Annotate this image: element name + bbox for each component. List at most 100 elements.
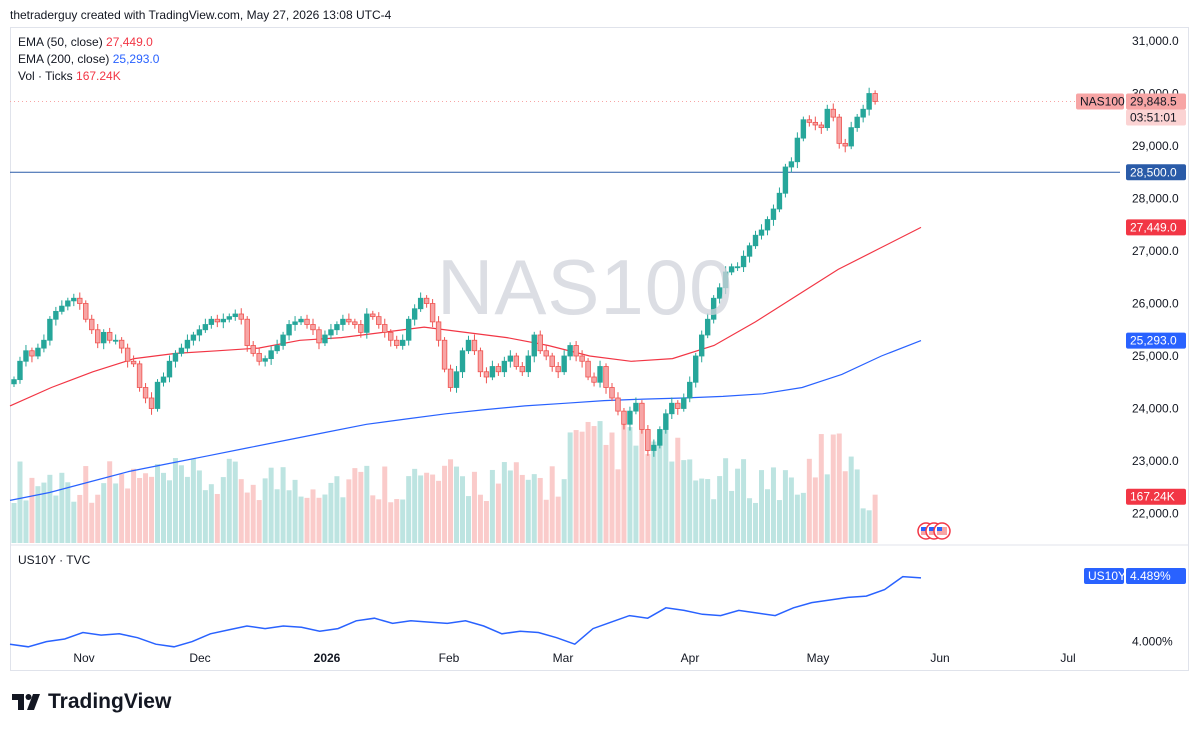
volume-bar	[830, 434, 836, 543]
candle-body	[645, 429, 651, 451]
volume-bar	[711, 499, 717, 543]
candle-body	[286, 324, 292, 336]
volume-bar	[465, 496, 471, 543]
volume-bar	[304, 497, 310, 543]
volume-bar	[573, 430, 579, 543]
candle-body	[836, 116, 842, 144]
chart-attribution: thetraderguy created with TradingView.co…	[10, 8, 392, 22]
volume-bar	[591, 426, 597, 543]
candle-body	[824, 108, 830, 129]
volume-bar	[178, 465, 184, 543]
candle-body	[854, 116, 860, 129]
tradingview-logo[interactable]: TradingView	[12, 690, 171, 714]
candle-body	[370, 313, 376, 318]
candle-body	[441, 339, 448, 370]
candle-body	[47, 318, 53, 341]
y-tick-label: 23,000.0	[1132, 454, 1179, 468]
last-price-badge-text: 29,848.5	[1130, 94, 1177, 108]
candle-body	[310, 324, 316, 331]
price-badge-3[interactable]: 25,293.0	[1126, 332, 1186, 349]
candle-body	[651, 444, 657, 451]
volume-bar	[23, 500, 29, 543]
candle-body	[71, 297, 77, 302]
volume-bar	[184, 476, 190, 543]
volume-bar	[519, 474, 525, 543]
volume-bar	[561, 479, 567, 543]
candle-body	[124, 347, 131, 362]
candle-body	[800, 119, 807, 139]
volume-bar	[603, 444, 609, 543]
volume-bar	[418, 475, 424, 543]
candle-body	[274, 345, 280, 352]
price-badge-1-bg	[1126, 164, 1186, 181]
candle-body	[740, 255, 747, 268]
candle-body	[681, 397, 687, 409]
countdown-badge[interactable]: 03:51:01	[1126, 109, 1186, 126]
volume-bar	[866, 510, 872, 543]
symbol-badge-text: NAS100	[1080, 94, 1125, 108]
volume-bar	[400, 499, 406, 543]
candle-body	[29, 350, 35, 357]
candle-body	[597, 366, 603, 383]
volume-bar	[316, 497, 322, 543]
last-price-badge[interactable]: 29,848.5	[1126, 93, 1186, 110]
volume-bar	[471, 471, 477, 543]
legend-vol-value: 167.24K	[76, 69, 121, 83]
candle-body	[202, 324, 209, 331]
us10y-value-badge[interactable]: 4.489%	[1126, 568, 1186, 584]
volume-bar	[95, 494, 101, 543]
price-badge-2[interactable]: 27,449.0	[1126, 219, 1186, 236]
candle-body	[106, 331, 113, 341]
volume-bar	[89, 502, 95, 543]
volume-bar	[280, 467, 286, 543]
volume-bar	[113, 483, 119, 543]
countdown-badge-text: 03:51:01	[1130, 110, 1177, 124]
volume-bar	[292, 479, 298, 543]
legend-ema200[interactable]: EMA (200, close) 25,293.0	[18, 52, 159, 66]
price-badge-4-text: 167.24K	[1130, 490, 1175, 504]
volume-bar	[376, 499, 382, 543]
volume-bar	[818, 434, 824, 543]
candle-body	[334, 324, 340, 331]
volume-bar	[41, 482, 47, 543]
candle-body	[663, 413, 669, 430]
price-badge-4[interactable]: 167.24K	[1126, 488, 1186, 505]
volume-bar	[172, 458, 178, 543]
symbol-badge[interactable]: NAS100	[1076, 93, 1125, 110]
volume-bar	[776, 500, 782, 543]
us10y-symbol-badge[interactable]: US10Y	[1084, 568, 1126, 584]
candle-body	[154, 381, 161, 409]
candle-body	[399, 339, 406, 346]
volume-bar	[244, 492, 250, 543]
candle-body	[525, 355, 531, 373]
price-badge-4-bg	[1126, 488, 1186, 505]
candle-body	[579, 355, 585, 362]
price-badge-1[interactable]: 28,500.0	[1126, 164, 1186, 181]
candle-body	[280, 334, 286, 346]
candle-body	[417, 297, 424, 310]
volume-bar	[232, 461, 238, 543]
legend-ema50[interactable]: EMA (50, close) 27,449.0	[18, 35, 153, 49]
volume-bar	[812, 477, 818, 543]
candle-body	[549, 355, 555, 367]
us10y-legend[interactable]: US10Y · TVC	[18, 553, 91, 567]
countdown-badge-bg	[1126, 109, 1186, 126]
price-badge-3-text: 25,293.0	[1130, 334, 1177, 348]
volume-bar	[125, 488, 131, 543]
candle-body	[340, 318, 346, 325]
legend-vol[interactable]: Vol · Ticks 167.24K	[18, 69, 121, 83]
tradingview-logo-text: TradingView	[48, 690, 172, 713]
candle-body	[214, 318, 221, 323]
volume-bar	[448, 459, 454, 543]
volume-bar	[107, 461, 113, 543]
volume-bar	[735, 468, 741, 543]
ema200-line	[9, 340, 922, 501]
candle-body	[543, 350, 549, 357]
us-flag-icon[interactable]	[933, 522, 951, 540]
volume-bar	[149, 476, 155, 543]
x-tick-label: Feb	[439, 651, 460, 665]
us10y-value-badge-bg	[1126, 568, 1186, 584]
us10y-tick-label: 4.000%	[1132, 635, 1173, 649]
x-tick-label: 2026	[314, 651, 341, 665]
